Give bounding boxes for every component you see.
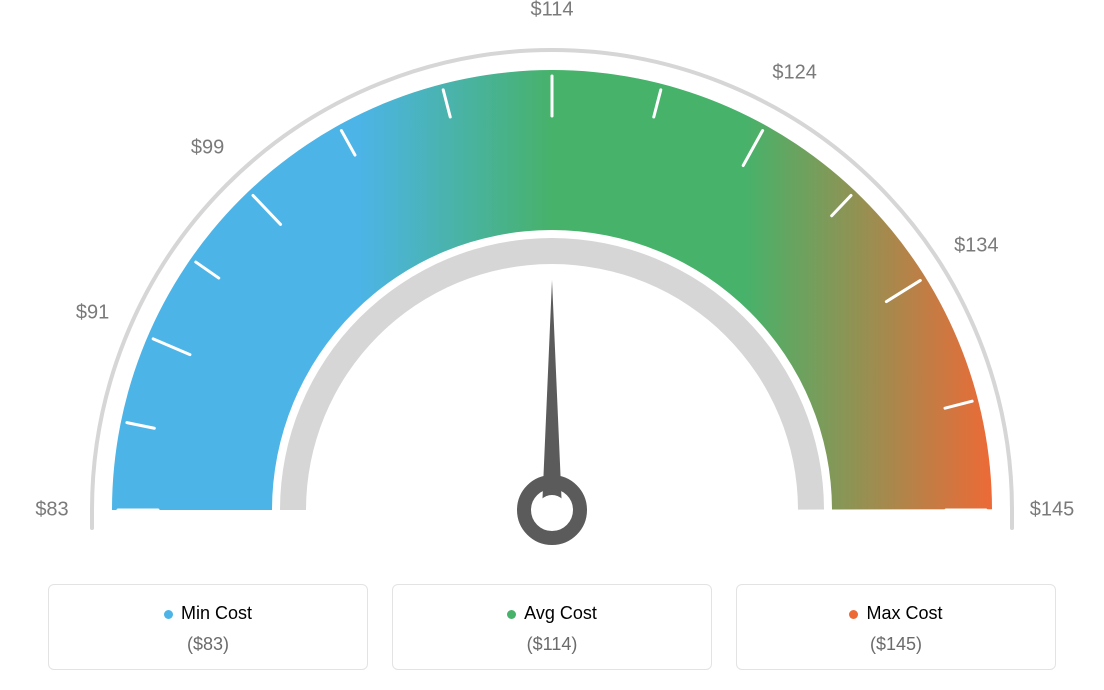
legend-max-label: Max Cost (747, 603, 1045, 624)
dot-icon (507, 610, 516, 619)
gauge-tick-label: $134 (954, 234, 999, 257)
legend-avg-label-text: Avg Cost (524, 603, 597, 623)
gauge-tick-label: $99 (191, 136, 224, 159)
gauge-tick-label: $91 (76, 301, 109, 324)
legend-card-min: Min Cost ($83) (48, 584, 368, 670)
dot-icon (164, 610, 173, 619)
legend-avg-value: ($114) (403, 634, 701, 655)
legend-row: Min Cost ($83) Avg Cost ($114) Max Cost … (0, 584, 1104, 670)
gauge-tick-label: $124 (772, 61, 817, 84)
legend-max-label-text: Max Cost (866, 603, 942, 623)
dot-icon (849, 610, 858, 619)
legend-avg-label: Avg Cost (403, 603, 701, 624)
legend-max-value: ($145) (747, 634, 1045, 655)
cost-gauge-widget: $83 $91 $99 $114 $124 $134 $145 Min Cost ($83)… (0, 0, 1104, 690)
legend-card-avg: Avg Cost ($114) (392, 584, 712, 670)
legend-min-label: Min Cost (59, 603, 357, 624)
gauge-tick-label: $114 (530, 0, 573, 22)
legend-card-max: Max Cost ($145) (736, 584, 1056, 670)
legend-min-value: ($83) (59, 634, 357, 655)
legend-min-label-text: Min Cost (181, 603, 252, 623)
gauge-tick-label: $145 (1030, 499, 1075, 522)
gauge-chart: $83 $91 $99 $114 $124 $134 $145 (0, 0, 1104, 560)
gauge-tick-label: $83 (35, 499, 68, 522)
